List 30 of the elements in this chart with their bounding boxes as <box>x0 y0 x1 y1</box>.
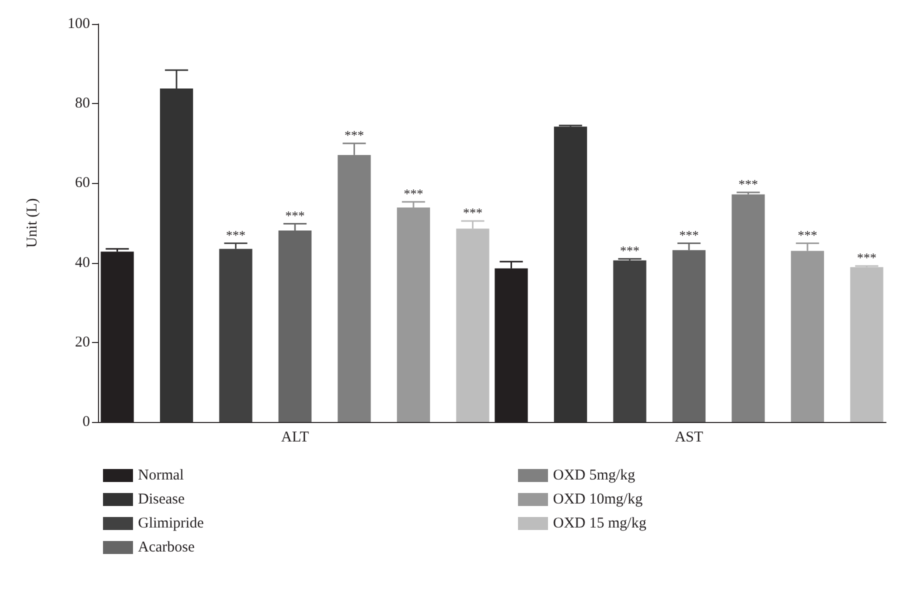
y-tick-label: 40 <box>75 254 90 271</box>
legend-label: OXD 15 mg/kg <box>553 516 647 532</box>
data-label: *** <box>404 186 424 201</box>
data-label: *** <box>285 208 305 223</box>
legend-label: OXD 10mg/kg <box>553 492 644 508</box>
data-label: *** <box>679 227 699 242</box>
legend-label: Acarbose <box>138 540 195 556</box>
legend-label: Disease <box>138 492 185 508</box>
data-label: *** <box>620 242 640 258</box>
y-tick-label: 0 <box>82 414 90 430</box>
bar <box>554 126 588 422</box>
data-label: *** <box>226 227 246 242</box>
data-label: *** <box>738 176 758 192</box>
y-tick-label: 80 <box>75 96 90 112</box>
y-tick-label: 20 <box>75 334 90 350</box>
y-tick-label: 60 <box>75 175 90 192</box>
data-label: *** <box>462 205 482 220</box>
data-label: *** <box>798 227 818 242</box>
bar <box>732 194 765 422</box>
bar <box>850 267 884 422</box>
x-tick-label: ALT <box>281 430 309 446</box>
legend-label: OXD 5mg/kg <box>553 468 636 484</box>
data-label: *** <box>856 250 876 265</box>
x-tick-label: AST <box>674 430 704 446</box>
legend-label: Normal <box>138 468 184 484</box>
legend-label: Glimipride <box>138 516 204 532</box>
y-axis-title: Unit (L) <box>24 198 40 248</box>
data-label: *** <box>344 127 364 142</box>
y-tick-label: 100 <box>68 16 90 32</box>
bar <box>613 260 646 422</box>
